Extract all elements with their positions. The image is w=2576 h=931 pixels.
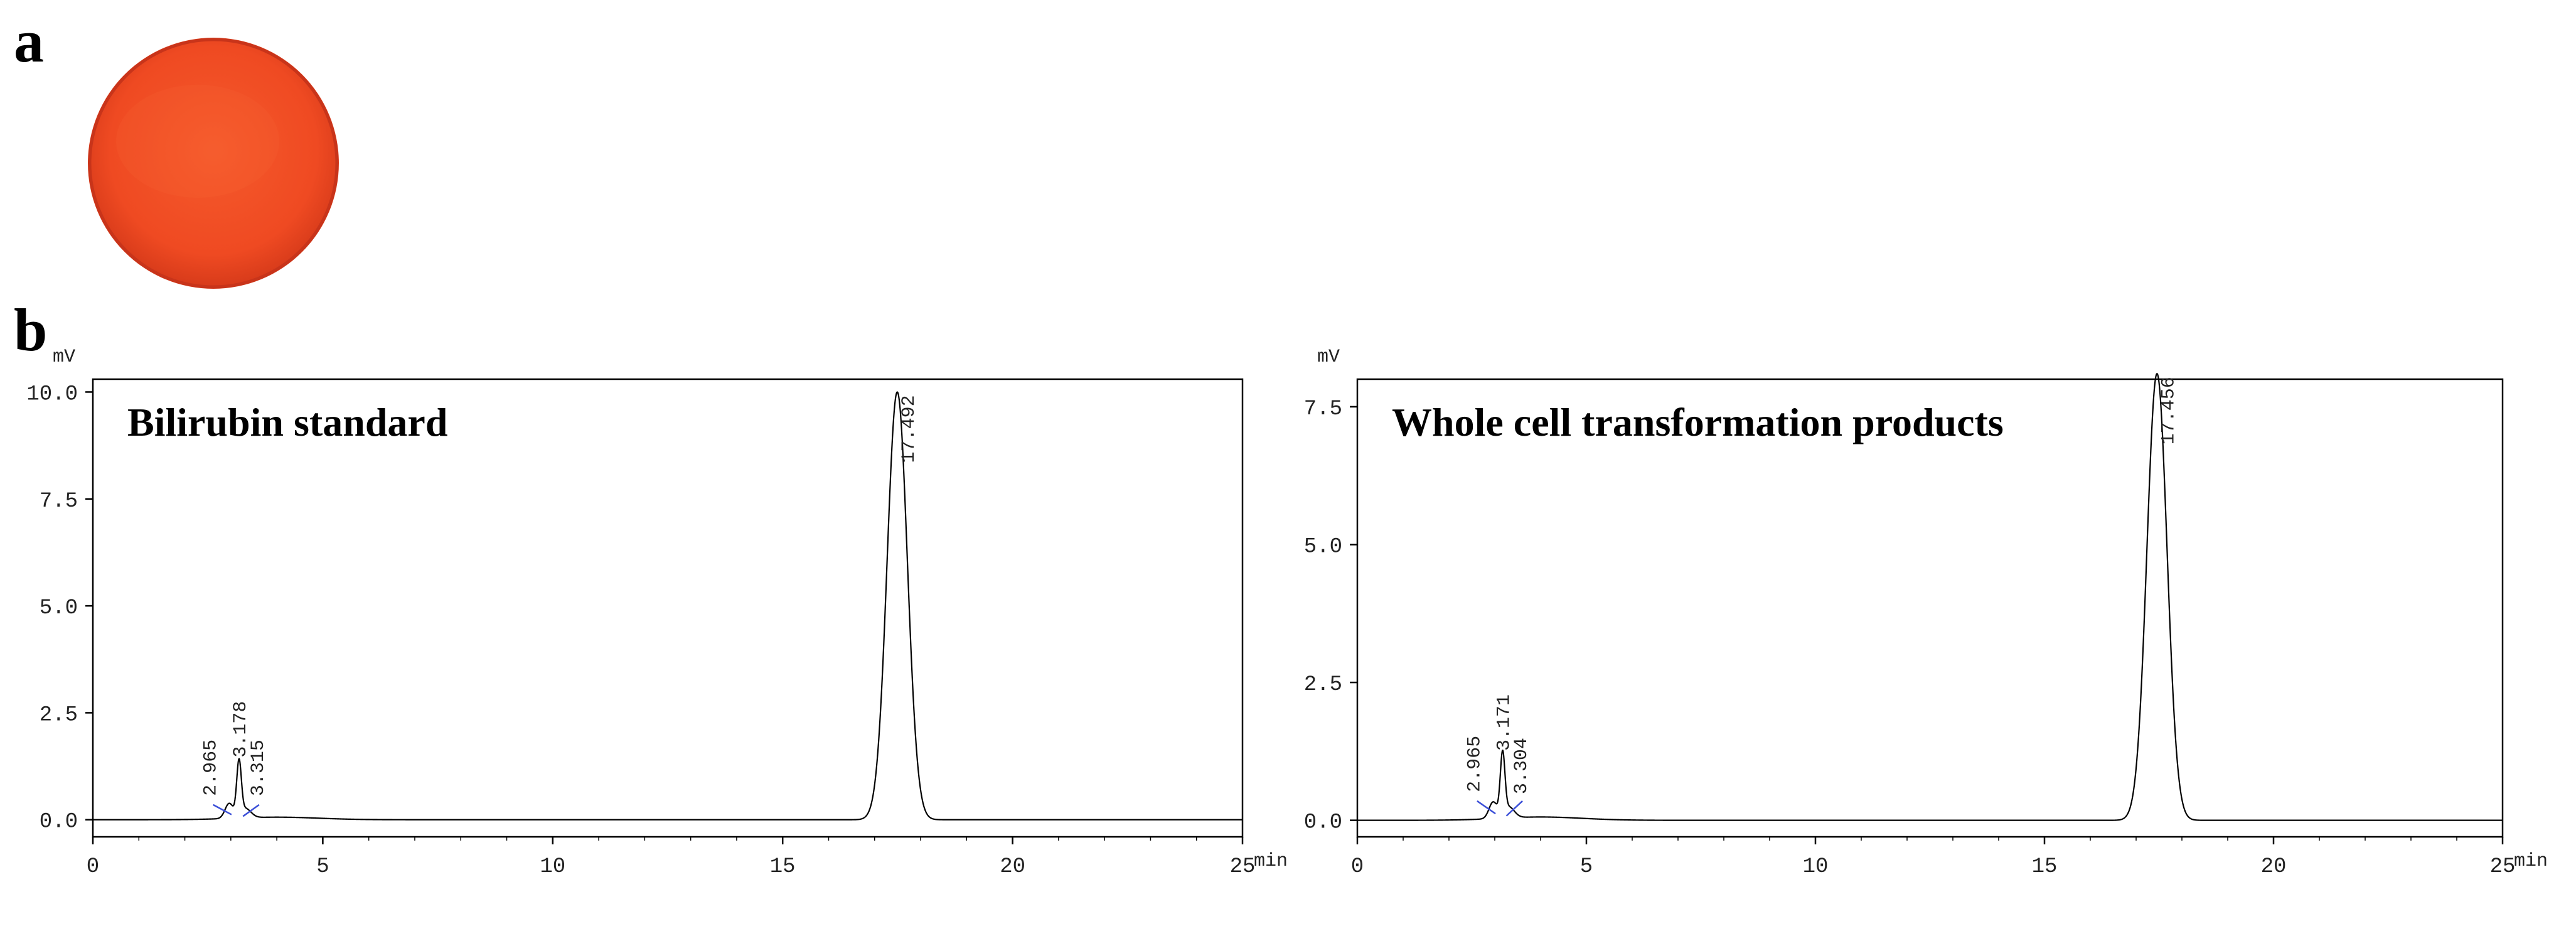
x-tick-label: 5 <box>1580 855 1593 879</box>
peak-label: 2.965 <box>200 740 222 796</box>
x-tick-label: 0 <box>87 855 99 879</box>
peak-label: 2.965 <box>1464 736 1485 792</box>
x-axis-unit-label: min <box>2514 851 2548 872</box>
chromatogram-trace <box>1357 373 2503 821</box>
y-axis-unit-label: mV <box>1317 347 1340 368</box>
x-tick-label: 10 <box>540 855 565 879</box>
peak-label: 17.492 <box>899 395 920 463</box>
x-tick-label: 5 <box>316 855 329 879</box>
peak-label: 3.304 <box>1511 738 1532 794</box>
plate-rim <box>88 38 339 289</box>
x-tick-label: 0 <box>1351 855 1364 879</box>
x-tick-label: 25 <box>2490 855 2516 879</box>
x-tick-label: 15 <box>2032 855 2058 879</box>
panel-label-b: b <box>14 296 48 363</box>
integration-marker <box>1477 800 1496 815</box>
x-tick-label: 25 <box>1230 855 1256 879</box>
x-tick-label: 15 <box>770 855 796 879</box>
agar-plate-graphic <box>88 38 339 289</box>
plot-frame <box>1356 378 2504 838</box>
y-tick-label: 5.0 <box>1304 535 1342 559</box>
y-tick-label: 7.5 <box>1304 397 1342 421</box>
peak-label: 3.315 <box>248 740 269 796</box>
y-tick-label: 0.0 <box>40 810 78 834</box>
x-tick-label: 10 <box>1803 855 1829 879</box>
y-tick-label: 2.5 <box>1304 673 1342 697</box>
integration-marker <box>1505 800 1523 817</box>
peak-label: 3.178 <box>230 701 252 758</box>
y-tick-label: 7.5 <box>40 490 78 514</box>
chart-title: Bilirubin standard <box>127 400 447 444</box>
x-tick-label: 20 <box>2261 855 2287 879</box>
peak-label: 3.171 <box>1494 694 1515 751</box>
y-tick-label: 5.0 <box>40 596 78 620</box>
y-tick-label: 0.0 <box>1304 811 1342 835</box>
y-axis-unit-label: mV <box>53 347 75 368</box>
y-tick-label: 10.0 <box>26 382 78 406</box>
plot-frame <box>92 378 1244 838</box>
chart-title: Whole cell transformation products <box>1392 400 2004 444</box>
agar-plate-image <box>82 31 345 295</box>
y-tick-label: 2.5 <box>40 703 78 727</box>
x-tick-label: 20 <box>1000 855 1025 879</box>
plate-disc <box>88 38 339 289</box>
plate-highlight <box>116 85 279 198</box>
chromatogram-trace <box>93 391 1243 821</box>
x-axis-unit-label: min <box>1254 851 1288 872</box>
peak-label: 17.456 <box>2158 377 2179 444</box>
panel-label-a: a <box>14 8 44 75</box>
integration-marker <box>213 804 232 815</box>
integration-marker <box>242 804 260 817</box>
